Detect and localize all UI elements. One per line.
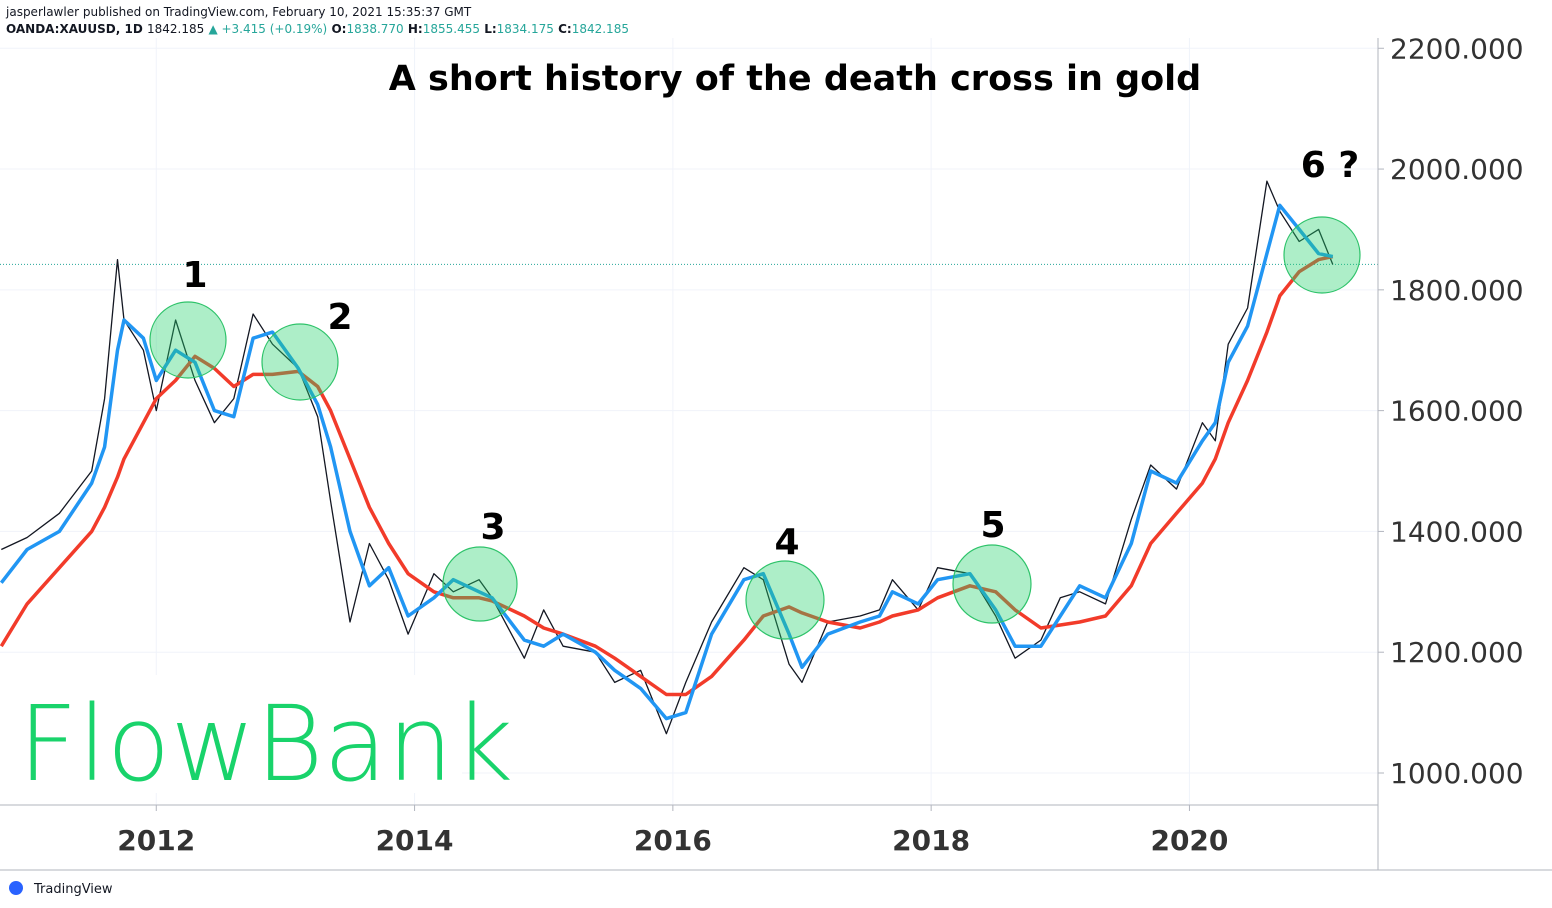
y-tick-label: 1800.000 bbox=[1390, 274, 1524, 307]
annotation: 4 bbox=[774, 522, 799, 563]
x-tick-label: 2016 bbox=[634, 824, 712, 857]
ohlc-label: L: bbox=[484, 22, 496, 36]
series-line bbox=[0, 254, 1334, 697]
y-tick-label: 2200.000 bbox=[1390, 32, 1524, 65]
plot-area bbox=[0, 38, 1378, 805]
x-tick-label: 2020 bbox=[1150, 824, 1228, 857]
highlight-circle bbox=[745, 560, 825, 640]
footer-icon bbox=[9, 881, 23, 895]
x-tick-label: 2012 bbox=[117, 824, 195, 857]
ohlc-value: 1842.185 bbox=[572, 22, 629, 36]
price-change: ▲ +3.415 (+0.19%) bbox=[208, 22, 327, 36]
annotation: 1 bbox=[182, 255, 207, 296]
highlight-circle bbox=[442, 546, 518, 622]
y-tick-label: 1200.000 bbox=[1390, 636, 1524, 669]
highlight-circle bbox=[952, 544, 1032, 624]
annotation: 6 ? bbox=[1301, 145, 1359, 186]
logo: FlowBank bbox=[18, 683, 513, 805]
ohlc-value: 1838.770 bbox=[346, 22, 403, 36]
highlight-circle bbox=[261, 323, 339, 401]
chart-title: A short history of the death cross in go… bbox=[389, 59, 1201, 99]
annotation: 2 bbox=[327, 297, 352, 338]
y-tick-label: 1600.000 bbox=[1390, 395, 1524, 428]
annotation: 3 bbox=[480, 507, 505, 548]
ohlc-label: O: bbox=[331, 22, 346, 36]
highlight-circle bbox=[1283, 216, 1361, 294]
ohlc-value: 1834.175 bbox=[497, 22, 554, 36]
ohlc-label: H: bbox=[408, 22, 423, 36]
y-tick-label: 2000.000 bbox=[1390, 153, 1524, 186]
symbol: OANDA:XAUUSD, 1D bbox=[6, 22, 143, 36]
series-line bbox=[0, 203, 1334, 721]
author-line: jasperlawler published on TradingView.co… bbox=[5, 5, 472, 19]
x-tick-label: 2018 bbox=[892, 824, 970, 857]
highlight-circle bbox=[149, 301, 227, 379]
annotation: 5 bbox=[980, 505, 1005, 546]
last-price: 1842.185 bbox=[147, 22, 204, 36]
logo-backdrop bbox=[0, 675, 462, 793]
legend-line: OANDA:XAUUSD, 1D 1842.185 ▲ +3.415 (+0.1… bbox=[6, 22, 629, 36]
y-tick-label: 1000.000 bbox=[1390, 757, 1524, 790]
y-tick-label: 1400.000 bbox=[1390, 515, 1524, 548]
ohlc-label: C: bbox=[558, 22, 572, 36]
x-tick-label: 2014 bbox=[376, 824, 454, 857]
ohlc-value: 1855.455 bbox=[423, 22, 480, 36]
header-backdrop bbox=[0, 0, 1552, 38]
footer-brand[interactable]: TradingView bbox=[33, 882, 113, 897]
